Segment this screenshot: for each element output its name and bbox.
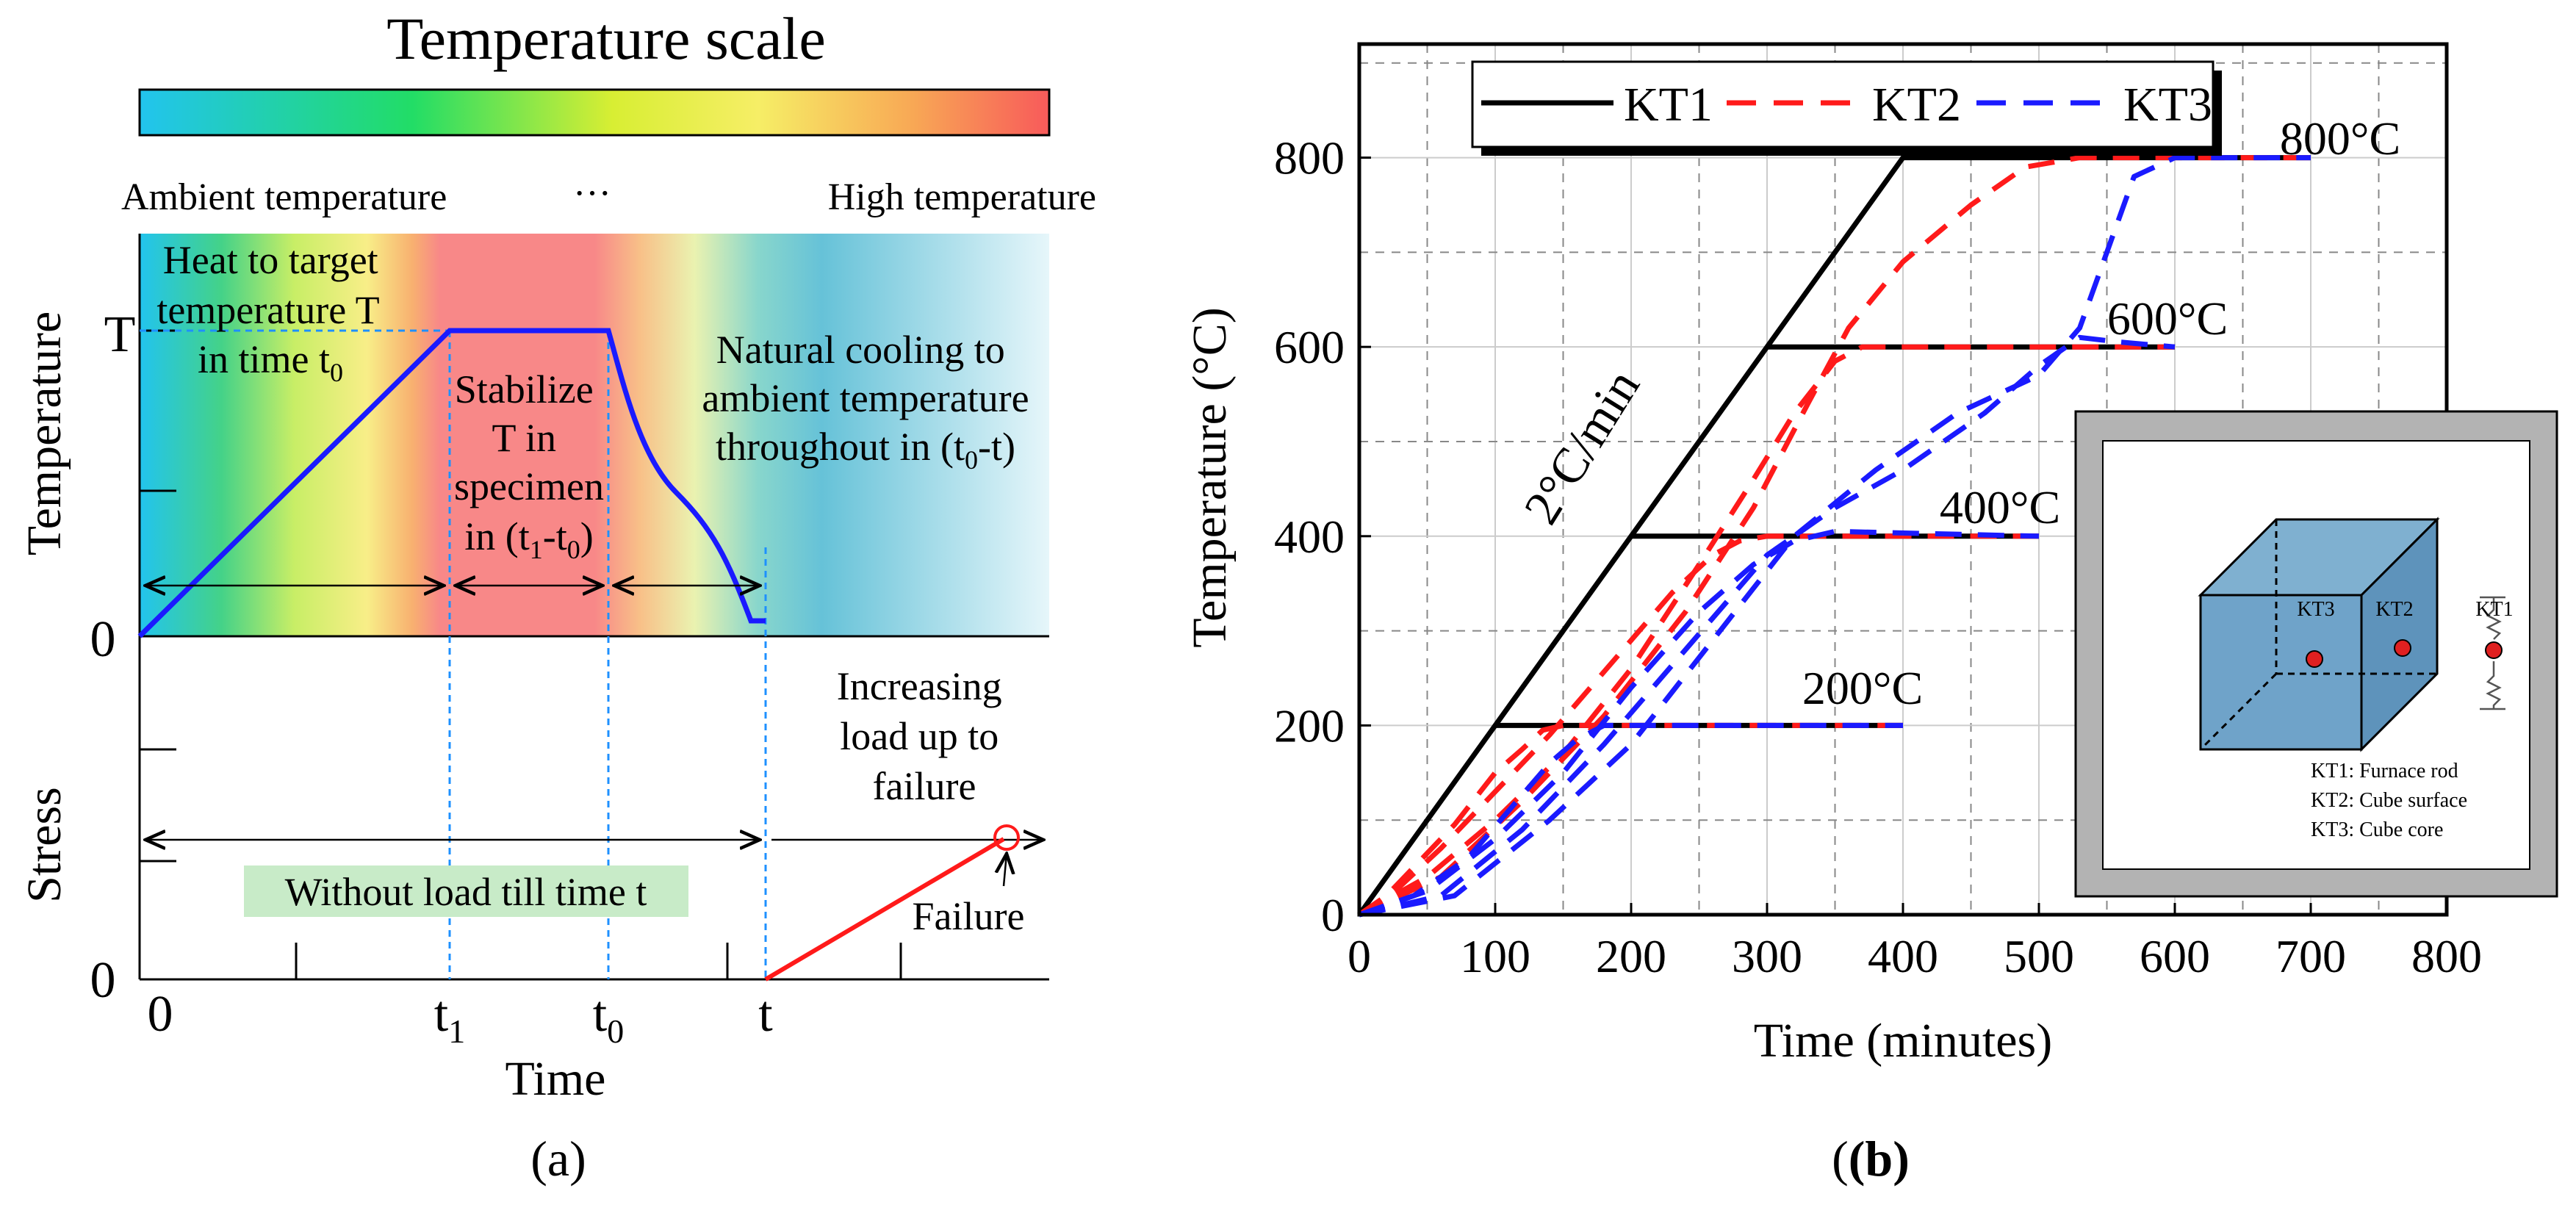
rate-label: 2°C/min: [1513, 360, 1650, 533]
inset-note-kt1: KT1: Furnace rod: [2311, 760, 2458, 782]
furnace-rod: [2480, 596, 2505, 710]
b-ytick-label: 400: [1274, 511, 1345, 563]
series-line-kt3: [1359, 155, 2311, 918]
inset: KT3 KT2 KT1 KT1: Furnace rod KT2: Cube s…: [2074, 410, 2558, 898]
series-line-kt2: [1358, 533, 2039, 917]
cooling-text: Natural cooling to ambient temperature: [702, 328, 1029, 420]
cube-hidden-edge: [2199, 672, 2278, 751]
series-line-kt2: [1358, 344, 2175, 918]
temperature-profile-line: [137, 328, 766, 638]
scale-right-label: High temperature: [828, 176, 1096, 218]
b-series: [1357, 155, 2311, 918]
a-xtick-label-t1: t1: [434, 986, 465, 1050]
a-ytick-label-0-bottom: 0: [90, 952, 116, 1009]
b-xlabel: Time (minutes): [1754, 1014, 2052, 1068]
b-xtick-label: 700: [2275, 930, 2346, 982]
sensor-kt2: [2394, 639, 2411, 657]
b-xtick-label: 600: [2140, 930, 2210, 982]
temperature-scale-bar: [138, 88, 1051, 137]
legend-label-kt3: KT3: [2123, 78, 2212, 132]
series-line-kt2: [1358, 155, 2311, 918]
a-xlabel: Time: [506, 1052, 606, 1106]
b-ytick-label: 600: [1274, 321, 1345, 373]
legend-label-kt1: KT1: [1624, 78, 1713, 132]
without-load-label-bg: [244, 865, 688, 917]
inset-label-kt2: KT2: [2375, 598, 2413, 621]
b-xtick-label: 800: [2411, 930, 2482, 982]
a-ytick-label-T: T: [104, 306, 136, 363]
stabilize-text: Stabilize T in specimen: [454, 367, 604, 508]
b-ylabel: Temperature (°C): [1183, 307, 1237, 647]
b-xtick-label: 100: [1460, 930, 1530, 982]
failure-point-marker: [993, 824, 1020, 851]
failure-pointer: [1004, 854, 1007, 887]
panel-a: Temperature scale Ambient temperature ··…: [18, 5, 1096, 1187]
level-label-200: 200°C: [1802, 662, 1923, 714]
a-ylabel-temperature: Temperature: [18, 312, 71, 556]
b-ticks: 0 100 200 300 400 500 600 700 800 0 200 400 600 800: [1274, 132, 2482, 982]
b-xtick-label: 500: [2004, 930, 2074, 982]
b-caption: ((b): [1832, 1131, 1910, 1187]
level-label-600: 600°C: [2107, 292, 2228, 345]
b-ytick-label: 200: [1274, 699, 1345, 752]
b-ytick-label: 0: [1321, 889, 1345, 941]
scale-left-label: Ambient temperature: [121, 176, 447, 218]
stabilize-text-interval: in (t1-t0): [464, 514, 593, 564]
series-line-kt3: [1358, 722, 1903, 918]
a-xtick-label-0: 0: [148, 986, 173, 1043]
inset-note-kt2: KT2: Cube surface: [2311, 789, 2467, 812]
series-line-kt1: [1357, 155, 2311, 917]
stress-line: [764, 837, 1005, 982]
series-line-kt3: [1359, 334, 2176, 918]
scale-dots: ···: [573, 173, 611, 215]
cooling-text-interval: throughout in (t0-t): [716, 425, 1015, 475]
heat-text: Heat to target temperature T: [156, 238, 388, 332]
b-xtick-label: 0: [1348, 930, 1371, 982]
b-ytick-label: 800: [1274, 132, 1345, 184]
inset-note-kt3: KT3: Cube core: [2311, 818, 2443, 841]
sensor-kt1: [2485, 641, 2503, 659]
level-label-400: 400°C: [1940, 481, 2060, 533]
a-caption: (a): [530, 1131, 586, 1187]
inset-label-kt1: KT1: [2475, 598, 2513, 621]
b-xtick-label: 300: [1732, 930, 1802, 982]
b-xtick-label: 200: [1596, 930, 1666, 982]
scale-title: Temperature scale: [386, 5, 826, 72]
level-label-800: 800°C: [2280, 112, 2400, 165]
a-ytick-label-0-top: 0: [90, 611, 116, 668]
inset-label-kt3: KT3: [2297, 598, 2334, 621]
a-ylabel-stress: Stress: [18, 787, 71, 903]
sensor-kt3: [2306, 650, 2323, 668]
a-xtick-label-t: t: [758, 986, 773, 1043]
cube-side-face: [2360, 516, 2439, 752]
b-xtick-label: 400: [1868, 930, 1938, 982]
failure-label: Failure: [913, 894, 1025, 938]
series-line-kt3: [1358, 528, 2040, 918]
without-load-label: Without load till time t: [285, 870, 647, 914]
temperature-plot-background: [140, 234, 1049, 636]
a-xtick-label-t0: t0: [593, 986, 624, 1050]
panel-b: 0 100 200 300 400 500 600 700 800 0 200 400 600 800 T…: [1183, 42, 2558, 1187]
load-text: Increasing load up to failure: [837, 664, 1012, 808]
heat-text-time: in time t0: [198, 337, 343, 387]
legend-label-kt2: KT2: [1872, 78, 1961, 132]
